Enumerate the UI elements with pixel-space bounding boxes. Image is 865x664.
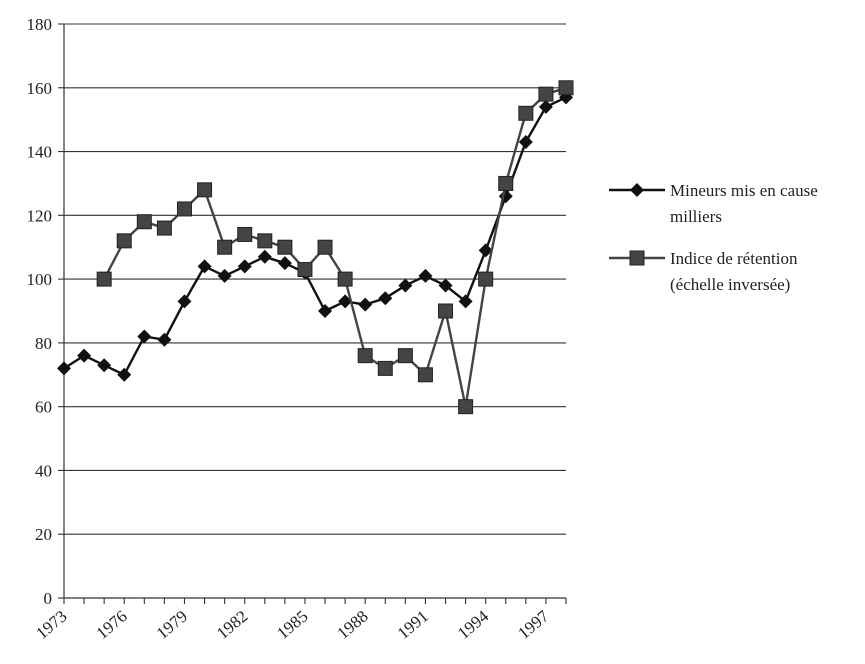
x-tick-label: 1988 [334,607,372,643]
x-tick-label: 1979 [153,607,191,643]
x-tick-label: 1991 [394,607,432,643]
data-point-square [176,201,192,217]
data-point-square [257,233,273,249]
data-point-square [417,367,433,383]
x-tick-label: 1985 [273,607,311,643]
data-point-square [458,399,474,415]
data-point-square [277,239,293,255]
data-point-diamond [478,243,493,258]
x-tick-label: 1994 [454,606,493,643]
data-point-square [357,348,373,364]
y-tick-label: 80 [35,334,52,353]
data-point-diamond [318,304,333,318]
data-point-diamond [197,259,212,274]
axes: 0 20 40 60 80 100 120 140 160 180 1973 1976 1979 1982… [27,15,567,643]
data-point-diamond [538,99,553,114]
data-point-square [438,303,454,319]
series-line-2 [103,86,567,408]
data-point-square [337,271,353,287]
series-lines [57,80,574,415]
y-tick-label: 20 [35,525,52,544]
legend-marker-diamond [630,183,644,197]
data-point-diamond [157,332,172,347]
data-point-square [478,271,494,287]
y-tick-label: 140 [27,143,53,162]
data-point-diamond [418,268,433,283]
y-tick-label: 160 [27,79,53,98]
data-point-diamond [177,294,192,309]
data-point-diamond [217,268,232,283]
data-point-diamond [277,256,292,271]
data-point-square [136,214,152,230]
legend-label-2: (échelle inversée) [670,275,790,294]
data-point-diamond [257,249,272,264]
data-point-square [116,233,132,249]
data-point-diamond [518,134,533,149]
data-point-diamond [378,291,393,306]
y-tick-label: 120 [27,206,53,225]
data-point-square [538,86,554,102]
data-point-diamond [398,278,413,293]
data-point-square [96,271,112,287]
data-point-diamond [237,259,252,274]
data-point-square [217,239,233,255]
data-point-diamond [77,348,92,363]
data-point-square [317,239,333,255]
data-point-diamond [137,329,152,344]
y-tick-label: 0 [44,589,53,608]
series-line-1 [63,96,567,376]
data-point-square [197,182,213,198]
data-point-square [297,262,313,278]
x-tick-label: 1973 [32,607,70,643]
legend: Mineurs mis en cause milliers Indice de ré… [609,181,818,294]
data-point-square [518,105,534,121]
y-tick-label: 60 [35,398,52,417]
y-tick-label: 40 [35,461,52,480]
data-point-diamond [358,297,373,312]
data-point-square [237,226,253,242]
data-point-diamond [438,278,453,293]
data-point-diamond [338,294,353,309]
x-tick-label: 1997 [514,606,553,643]
x-tick-label: 1982 [213,607,251,643]
legend-label-1: Mineurs mis en cause [670,181,818,200]
data-point-diamond [57,361,71,376]
data-point-diamond [458,294,473,309]
y-tick-label: 100 [27,270,53,289]
data-point-square [498,175,514,191]
legend-label-1: milliers [670,207,722,226]
data-point-diamond [117,367,132,382]
data-point-diamond [97,358,112,373]
x-tick-label: 1976 [93,607,131,643]
y-tick-label: 180 [27,15,53,34]
legend-marker-square [629,250,645,266]
legend-label-2: Indice de rétention [670,249,798,268]
data-point-square [397,348,413,364]
data-point-square [558,80,574,96]
data-point-square [377,360,393,376]
data-point-square [156,220,172,236]
